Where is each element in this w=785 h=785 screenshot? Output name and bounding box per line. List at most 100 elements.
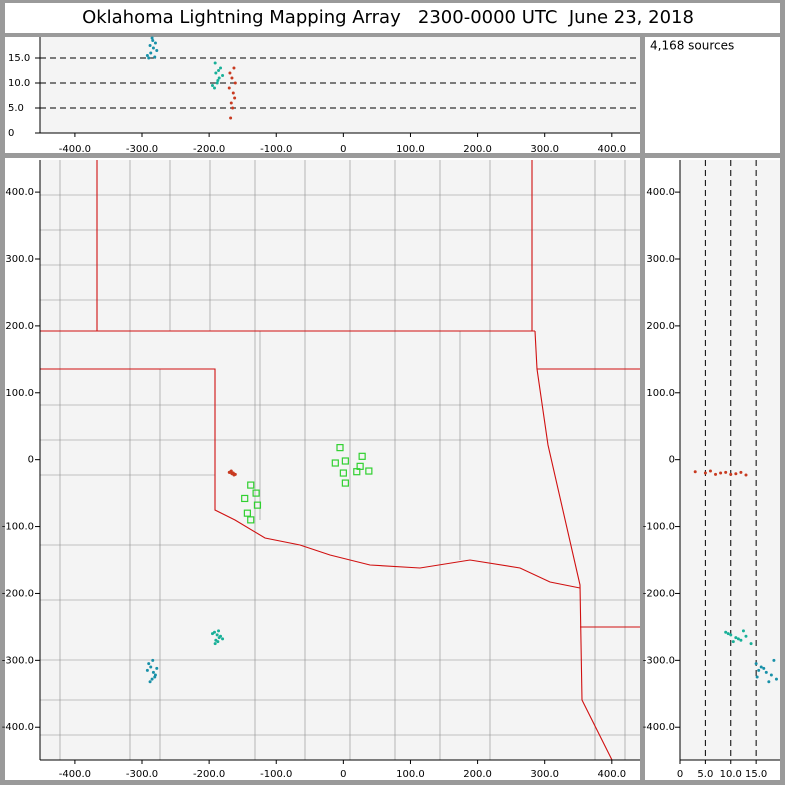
station: [247, 481, 255, 489]
source-top: [228, 71, 232, 75]
source-plan: [151, 658, 155, 662]
source-top: [215, 81, 219, 85]
source-side: [708, 469, 712, 473]
info-panel: [645, 37, 780, 153]
county-lines: [40, 160, 640, 760]
x-tick-label: 0: [340, 144, 346, 155]
source-side: [736, 637, 740, 641]
station: [356, 462, 364, 470]
source-plan: [217, 629, 221, 633]
source-top: [229, 116, 233, 120]
source-side: [764, 670, 768, 674]
source-plan: [149, 665, 153, 669]
source-plan: [221, 637, 225, 641]
y-tick-label: -200.0: [643, 588, 675, 599]
x-tick-label: 400.0: [597, 769, 626, 780]
source-side: [759, 665, 763, 669]
source-top: [212, 86, 216, 90]
source-plan: [215, 633, 219, 637]
source-side: [754, 662, 758, 666]
y-tick-label: -300.0: [2, 655, 34, 666]
source-side: [714, 472, 718, 476]
alt-tick-label: 0: [8, 128, 14, 139]
source-side: [724, 470, 728, 474]
y-tick-label: 300.0: [646, 254, 675, 265]
source-top: [210, 84, 214, 87]
station: [341, 457, 349, 465]
source-top: [232, 66, 236, 70]
y-tick-label: 200.0: [646, 321, 675, 332]
x-tick-label: -300.0: [126, 769, 158, 780]
source-plan: [151, 670, 155, 674]
x-tick-label: 300.0: [530, 769, 559, 780]
alt-tick-label: 5.0: [697, 769, 713, 780]
source-top: [233, 81, 237, 85]
y-tick-label: 0: [669, 455, 675, 466]
source-top: [231, 91, 235, 95]
source-plan: [228, 470, 232, 474]
source-side: [693, 470, 697, 474]
source-top: [229, 101, 233, 105]
source-top: [217, 76, 221, 80]
source-side: [734, 472, 738, 476]
source-top: [148, 44, 152, 47]
source-top: [155, 49, 159, 52]
x-tick-label: -100.0: [260, 144, 292, 155]
station: [365, 467, 373, 475]
top-plot: [40, 37, 640, 133]
source-count: 4,168 sources: [650, 39, 734, 53]
source-top: [214, 71, 218, 75]
source-side: [762, 666, 766, 670]
source-side: [739, 638, 743, 642]
x-tick-label: 0: [340, 769, 346, 780]
x-tick-label: 100.0: [396, 144, 425, 155]
source-plan: [155, 666, 159, 670]
source-top: [213, 61, 217, 65]
y-tick-label: -300.0: [643, 655, 675, 666]
y-tick-label: -400.0: [2, 722, 34, 733]
source-plan: [233, 472, 237, 476]
station: [341, 479, 349, 487]
source-side: [724, 630, 728, 634]
state-borders: [40, 160, 640, 761]
source-top: [231, 106, 235, 110]
alt-tick-label: 0: [677, 769, 683, 780]
chart-title: Oklahoma Lightning Mapping Array 2300-00…: [82, 7, 694, 28]
source-plan: [147, 662, 151, 666]
x-tick-label: 200.0: [463, 769, 492, 780]
y-tick-label: 400.0: [646, 187, 675, 198]
station: [336, 444, 344, 452]
source-side: [744, 473, 748, 477]
y-tick-label: 300.0: [5, 254, 34, 265]
x-tick-label: -200.0: [193, 769, 225, 780]
source-side: [726, 632, 730, 636]
source-top: [150, 36, 154, 40]
source-side: [744, 634, 748, 638]
alt-tick-label: 15.0: [8, 53, 30, 64]
x-tick-label: 300.0: [530, 144, 559, 155]
x-tick-label: 400.0: [597, 144, 626, 155]
alt-tick-label: 5.0: [8, 103, 24, 114]
y-tick-label: 0: [28, 455, 34, 466]
source-top: [153, 55, 157, 59]
station: [243, 509, 251, 517]
y-tick-label: 400.0: [5, 187, 34, 198]
source-plan: [148, 680, 152, 684]
y-tick-label: 100.0: [5, 388, 34, 399]
x-tick-label: 100.0: [396, 769, 425, 780]
source-top: [217, 69, 221, 72]
source-plan: [216, 640, 220, 644]
source-plan: [210, 632, 214, 636]
source-side: [741, 629, 745, 633]
side-plot: [680, 160, 780, 760]
source-side: [749, 642, 753, 646]
y-tick-label: -200.0: [2, 588, 34, 599]
station: [253, 501, 262, 509]
source-side: [739, 470, 743, 474]
x-tick-label: -200.0: [193, 144, 225, 155]
source-plan: [213, 642, 217, 646]
source-side: [774, 677, 778, 681]
station: [252, 489, 260, 497]
alt-tick-label: 10.0: [720, 769, 742, 780]
